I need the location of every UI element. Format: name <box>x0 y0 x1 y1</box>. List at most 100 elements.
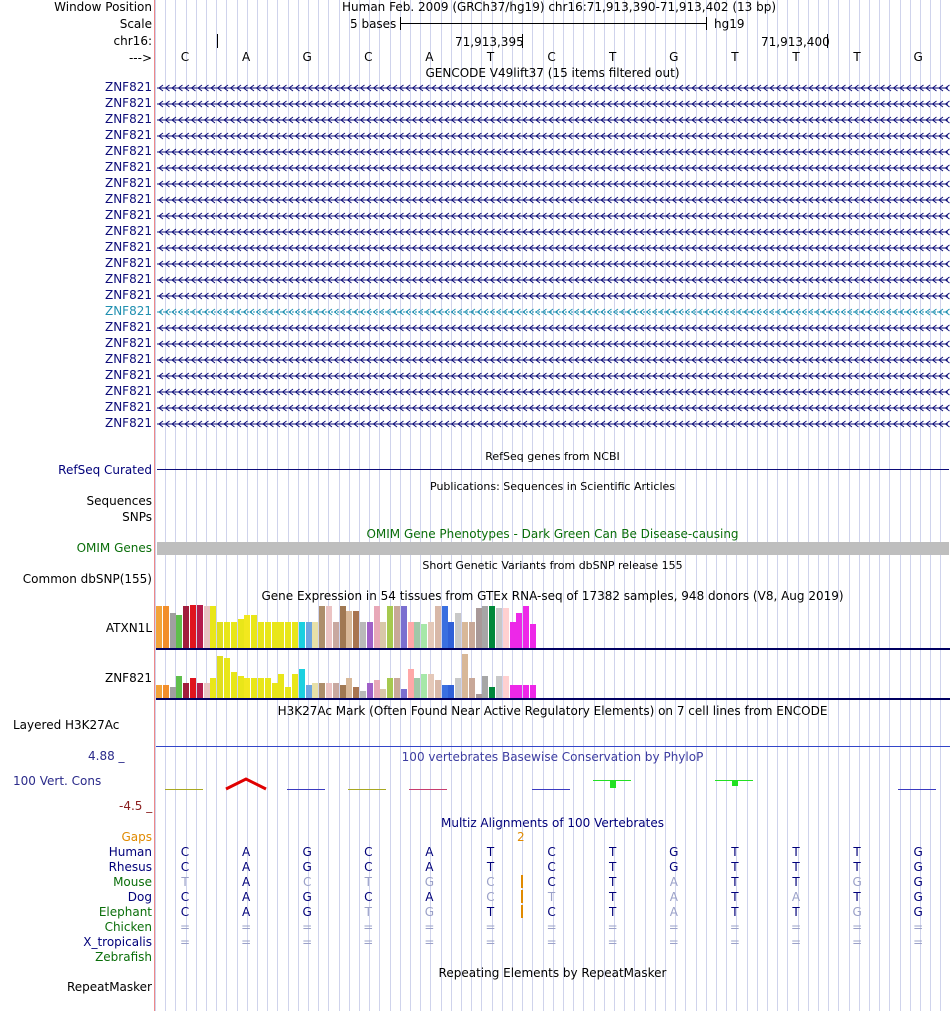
publications-label-snps[interactable]: SNPs <box>122 510 152 524</box>
multiz-species-label[interactable]: Chicken <box>104 920 152 934</box>
gtex-bar-atxn1l[interactable] <box>455 613 462 648</box>
gtex-bar-znf821[interactable] <box>380 689 387 698</box>
gtex-bar-atxn1l[interactable] <box>482 606 489 648</box>
gencode-transcript[interactable] <box>157 386 950 398</box>
gtex-bar-atxn1l[interactable] <box>162 606 169 648</box>
gtex-bar-znf821[interactable] <box>387 678 394 698</box>
gtex-gene-znf821-label[interactable]: ZNF821 <box>104 671 152 685</box>
gtex-bar-atxn1l[interactable] <box>292 622 298 648</box>
gtex-bar-atxn1l[interactable] <box>502 608 509 648</box>
gencode-transcript[interactable] <box>157 82 950 94</box>
phylop-line-mark[interactable] <box>165 789 203 790</box>
gtex-bar-atxn1l[interactable] <box>346 611 353 648</box>
h3k27ac-label[interactable]: Layered H3K27Ac <box>13 718 120 732</box>
gencode-transcript[interactable] <box>157 98 950 110</box>
gtex-bar-znf821[interactable] <box>502 676 509 698</box>
gtex-bar-znf821[interactable] <box>428 674 434 698</box>
phylop-line-mark[interactable] <box>287 789 326 790</box>
gtex-bar-znf821[interactable] <box>217 656 224 698</box>
multiz-species-label[interactable]: Zebrafish <box>95 950 152 964</box>
gencode-item-label[interactable]: ZNF821 <box>104 416 152 430</box>
gtex-bar-znf821[interactable] <box>468 678 475 698</box>
gtex-bar-znf821[interactable] <box>264 678 271 698</box>
gtex-bar-znf821[interactable] <box>475 694 482 698</box>
gtex-bar-znf821[interactable] <box>292 674 298 698</box>
gtex-bar-znf821[interactable] <box>496 676 502 698</box>
gtex-bar-atxn1l[interactable] <box>434 606 441 648</box>
gtex-bar-atxn1l[interactable] <box>196 605 203 648</box>
gtex-bar-atxn1l[interactable] <box>441 606 448 648</box>
omim-phenotype-bar[interactable] <box>157 542 949 555</box>
gtex-bar-znf821[interactable] <box>326 683 332 698</box>
gtex-bar-atxn1l[interactable] <box>414 622 421 648</box>
gencode-item-label[interactable]: ZNF821 <box>104 384 152 398</box>
gtex-bar-znf821[interactable] <box>230 672 237 698</box>
gtex-bar-atxn1l[interactable] <box>394 606 400 648</box>
gtex-bar-znf821[interactable] <box>509 685 516 698</box>
gtex-bar-znf821[interactable] <box>394 678 400 698</box>
gtex-bar-atxn1l[interactable] <box>523 606 530 648</box>
gencode-item-label[interactable]: ZNF821 <box>104 80 152 94</box>
refseq-label[interactable]: RefSeq Curated <box>58 463 152 477</box>
gtex-bar-znf821[interactable] <box>489 687 496 698</box>
insertion-marker[interactable] <box>521 890 523 903</box>
gtex-bar-znf821[interactable] <box>285 687 292 698</box>
gtex-bar-znf821[interactable] <box>441 685 448 698</box>
phylop-line-mark[interactable] <box>531 789 570 790</box>
gencode-transcript[interactable] <box>157 258 950 270</box>
gencode-transcript[interactable] <box>157 306 950 318</box>
gtex-bar-atxn1l[interactable] <box>509 622 516 648</box>
gtex-bar-znf821[interactable] <box>516 685 523 698</box>
gtex-bar-znf821[interactable] <box>482 676 489 698</box>
gtex-bar-znf821[interactable] <box>305 685 312 698</box>
gtex-bar-atxn1l[interactable] <box>183 606 190 648</box>
gencode-transcript[interactable] <box>157 130 950 142</box>
gencode-transcript[interactable] <box>157 322 950 334</box>
phylop-label[interactable]: 100 Vert. Cons <box>13 774 102 788</box>
gencode-item-label[interactable]: ZNF821 <box>104 256 152 270</box>
gtex-bar-znf821[interactable] <box>400 689 407 698</box>
gtex-bar-znf821[interactable] <box>332 683 339 698</box>
gencode-item-label[interactable]: ZNF821 <box>104 304 152 318</box>
insertion-marker[interactable] <box>521 905 523 918</box>
gtex-bar-znf821[interactable] <box>271 683 278 698</box>
gtex-bar-atxn1l[interactable] <box>421 624 428 648</box>
gtex-bar-znf821[interactable] <box>360 691 366 698</box>
gtex-bar-atxn1l[interactable] <box>305 622 312 648</box>
gencode-item-label[interactable]: ZNF821 <box>104 272 152 286</box>
gtex-bar-atxn1l[interactable] <box>319 606 326 648</box>
gtex-bar-atxn1l[interactable] <box>380 622 387 648</box>
gtex-bar-znf821[interactable] <box>258 678 264 698</box>
gtex-bar-atxn1l[interactable] <box>489 606 496 648</box>
gtex-bar-znf821[interactable] <box>421 674 428 698</box>
insertion-marker[interactable] <box>521 875 523 888</box>
gtex-bar-znf821[interactable] <box>169 687 176 698</box>
gtex-bar-atxn1l[interactable] <box>224 622 230 648</box>
gtex-bar-znf821[interactable] <box>339 685 346 698</box>
multiz-species-label[interactable]: Mouse <box>113 875 152 889</box>
gencode-item-label[interactable]: ZNF821 <box>104 192 152 206</box>
gencode-item-label[interactable]: ZNF821 <box>104 240 152 254</box>
gtex-bar-atxn1l[interactable] <box>360 622 366 648</box>
gtex-bar-znf821[interactable] <box>224 658 230 698</box>
phylop-line-mark[interactable] <box>409 789 448 790</box>
repeatmasker-label[interactable]: RepeatMasker <box>66 980 152 994</box>
gencode-transcript[interactable] <box>157 226 950 238</box>
gtex-bar-atxn1l[interactable] <box>203 606 210 648</box>
gtex-bar-atxn1l[interactable] <box>217 622 224 648</box>
gtex-bar-znf821[interactable] <box>414 678 421 698</box>
phylop-positive-mark[interactable] <box>731 781 738 786</box>
gencode-transcript[interactable] <box>157 402 950 414</box>
gtex-bar-atxn1l[interactable] <box>326 606 332 648</box>
multiz-species-label[interactable]: Dog <box>127 890 152 904</box>
gtex-bar-atxn1l[interactable] <box>264 622 271 648</box>
dbsnp-label[interactable]: Common dbSNP(155) <box>22 572 152 586</box>
gtex-bar-atxn1l[interactable] <box>366 622 373 648</box>
gtex-gene-atxn1l-label[interactable]: ATXN1L <box>105 621 152 635</box>
gtex-bar-znf821[interactable] <box>162 685 169 698</box>
gencode-item-label[interactable]: ZNF821 <box>104 320 152 334</box>
gtex-bar-atxn1l[interactable] <box>400 606 407 648</box>
gtex-bar-znf821[interactable] <box>298 669 305 698</box>
phylop-line-mark[interactable] <box>348 789 387 790</box>
gtex-bar-atxn1l[interactable] <box>516 613 523 648</box>
